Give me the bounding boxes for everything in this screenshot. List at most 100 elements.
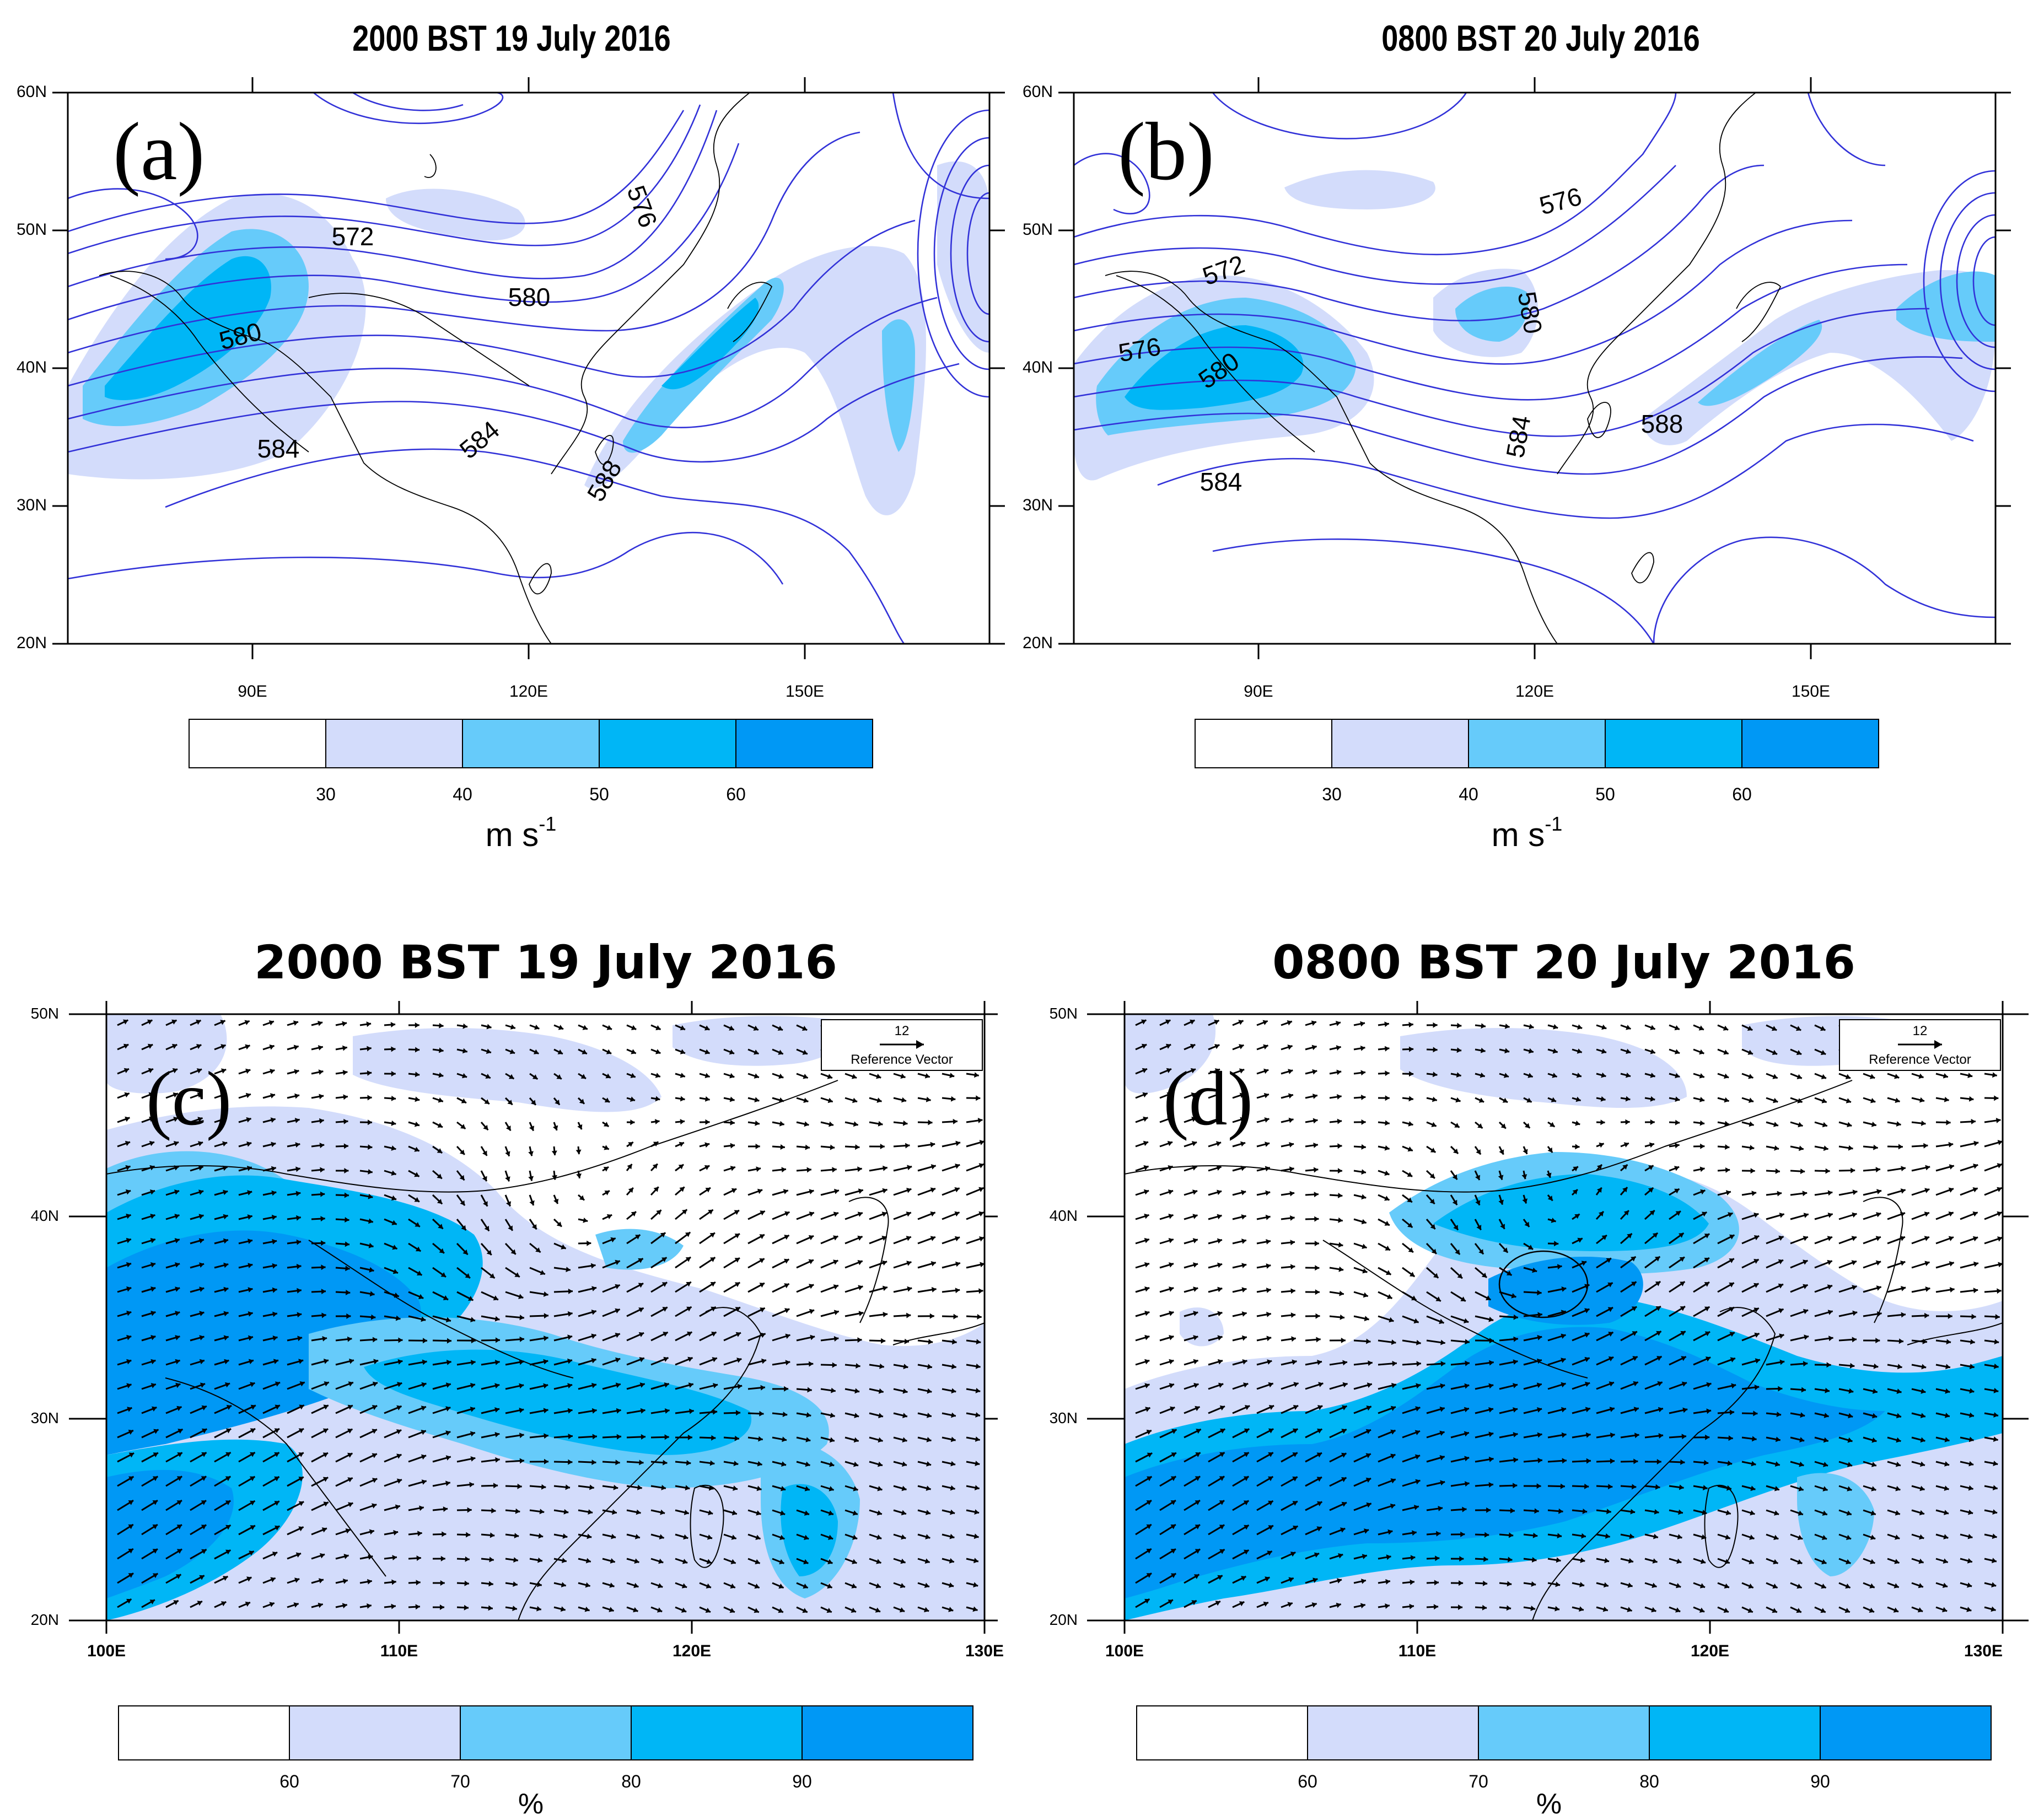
- wind-vector-head: [368, 1218, 373, 1224]
- wind-vector-head: [1973, 1288, 1978, 1294]
- wind-vector-head: [1827, 1236, 1832, 1241]
- wind-vector-head: [368, 1144, 373, 1150]
- wind-vector-head: [486, 1250, 492, 1255]
- wind-vector-head: [707, 1534, 712, 1540]
- wind-vector-head: [1773, 1097, 1778, 1103]
- wind-vector-head: [631, 1025, 637, 1030]
- wind-vector-head: [1822, 1486, 1828, 1491]
- wind-vector-head: [924, 1558, 930, 1564]
- wind-vector-head: [1486, 1507, 1491, 1513]
- wind-vector-head: [1488, 1407, 1493, 1413]
- wind-vector-head: [1195, 1525, 1200, 1530]
- wind-vector-head: [1779, 1359, 1785, 1365]
- wind-vector-head: [1625, 1096, 1631, 1102]
- wind-vector-head: [534, 1024, 540, 1030]
- panel-title: 2000 BST 19 July 2016: [352, 18, 671, 58]
- wind-vector-head: [1190, 1043, 1196, 1049]
- wind-vector-head: [1168, 1189, 1174, 1195]
- wind-vector-head: [1821, 1074, 1826, 1079]
- wind-vector-head: [324, 1381, 329, 1387]
- wind-vector-head: [876, 1534, 882, 1540]
- wind-vector-head: [630, 1096, 635, 1102]
- wind-vector-head: [575, 1149, 582, 1155]
- wind-vector-head: [582, 1025, 588, 1030]
- wind-vector-head: [1558, 1508, 1563, 1514]
- wind-vector-head: [930, 1141, 935, 1148]
- wind-vector-head: [1894, 1074, 1900, 1079]
- wind-vector-head: [1698, 1025, 1704, 1031]
- wind-vector-head: [541, 1484, 546, 1490]
- wind-vector-head: [1241, 1287, 1247, 1293]
- wind-vector-head: [1971, 1313, 1976, 1320]
- wind-vector-head: [1848, 1145, 1853, 1151]
- wind-vector-head: [1465, 1339, 1470, 1345]
- coastline: [1105, 93, 1782, 644]
- colorbar: 30 40 50 60 m s-1: [189, 719, 873, 853]
- wind-vector-head: [780, 1144, 785, 1150]
- wind-vector-head: [395, 1504, 400, 1510]
- wind-vector-head: [926, 1461, 932, 1467]
- wind-vector-head: [1317, 1359, 1322, 1365]
- wind-vector-head: [1703, 1460, 1709, 1466]
- wind-vector-head: [606, 1214, 612, 1219]
- lon-tick-label: 150E: [786, 682, 824, 701]
- wind-vector-head: [176, 1500, 182, 1505]
- wind-vector-head: [951, 1412, 956, 1418]
- colorbar-tick: 90: [1810, 1771, 1830, 1791]
- wind-vector-head: [972, 1606, 978, 1612]
- wind-vector-head: [1681, 1381, 1687, 1387]
- wind-vector-head: [1577, 1024, 1583, 1030]
- wind-vector-head: [809, 1211, 814, 1217]
- lon-tick-label: 130E: [965, 1642, 1004, 1660]
- wind-vector-head: [1416, 1361, 1421, 1367]
- wind-vector-head: [1267, 1550, 1272, 1556]
- wind-vector-head: [1798, 1486, 1804, 1491]
- colorbar-box: [462, 719, 600, 768]
- wind-vector-head: [152, 1476, 158, 1482]
- wind-vector-head: [323, 1404, 329, 1410]
- wind-vector-head: [1459, 1580, 1464, 1586]
- wind-vector-head: [804, 1534, 809, 1540]
- wind-vector-head: [1336, 1069, 1342, 1075]
- wind-vector-head: [1824, 1413, 1829, 1418]
- wind-vector-head: [1460, 1296, 1466, 1301]
- wind-vector-head: [246, 1576, 252, 1582]
- wind-vector-head: [1601, 1072, 1606, 1078]
- wind-vector-head: [508, 1225, 513, 1231]
- wind-vector-head: [852, 1534, 858, 1540]
- wind-vector-head: [729, 1096, 735, 1102]
- wind-vector-head: [1434, 1580, 1439, 1586]
- wind-vector-head: [708, 1510, 713, 1516]
- wind-vector-head: [1390, 1453, 1396, 1459]
- map-area: [106, 1014, 985, 1620]
- wind-vector-head: [1534, 1508, 1539, 1514]
- wind-vector-head: [150, 1214, 155, 1219]
- wind-vector-head: [1918, 1583, 1923, 1589]
- wind-vector-head: [391, 1170, 396, 1176]
- wind-vector-head: [1610, 1433, 1615, 1438]
- wind-vector-head: [590, 1263, 596, 1269]
- wind-vector-head: [1367, 1382, 1372, 1388]
- wind-vector-head: [320, 1553, 325, 1559]
- panel-label: (c): [146, 1056, 232, 1141]
- wind-vector-head: [416, 1580, 421, 1586]
- wind-vector-head: [460, 1200, 465, 1206]
- wind-vector-head: [269, 1602, 275, 1607]
- wind-vector-head: [1146, 1524, 1152, 1530]
- colorbar-box: [1307, 1705, 1479, 1760]
- colorbar-box: [1649, 1705, 1821, 1760]
- wind-vector-head: [346, 1313, 351, 1319]
- wind-vector-head: [299, 1381, 305, 1387]
- wind-vector-head: [318, 1069, 324, 1075]
- wind-vector-head: [1803, 1259, 1808, 1265]
- wind-vector-head: [1550, 1122, 1555, 1127]
- panel-label: (a): [113, 106, 205, 197]
- wind-vector-head: [222, 1117, 227, 1122]
- lat-tick-label: 40N: [1050, 1207, 1078, 1224]
- wind-vector-head: [442, 1531, 447, 1537]
- colorbar-tick: 60: [1732, 784, 1752, 804]
- wind-vector-head: [1679, 1484, 1684, 1490]
- wind-vector-head: [152, 1549, 158, 1554]
- wind-vector-head: [1650, 1096, 1655, 1102]
- wind-vector-head: [494, 1383, 500, 1389]
